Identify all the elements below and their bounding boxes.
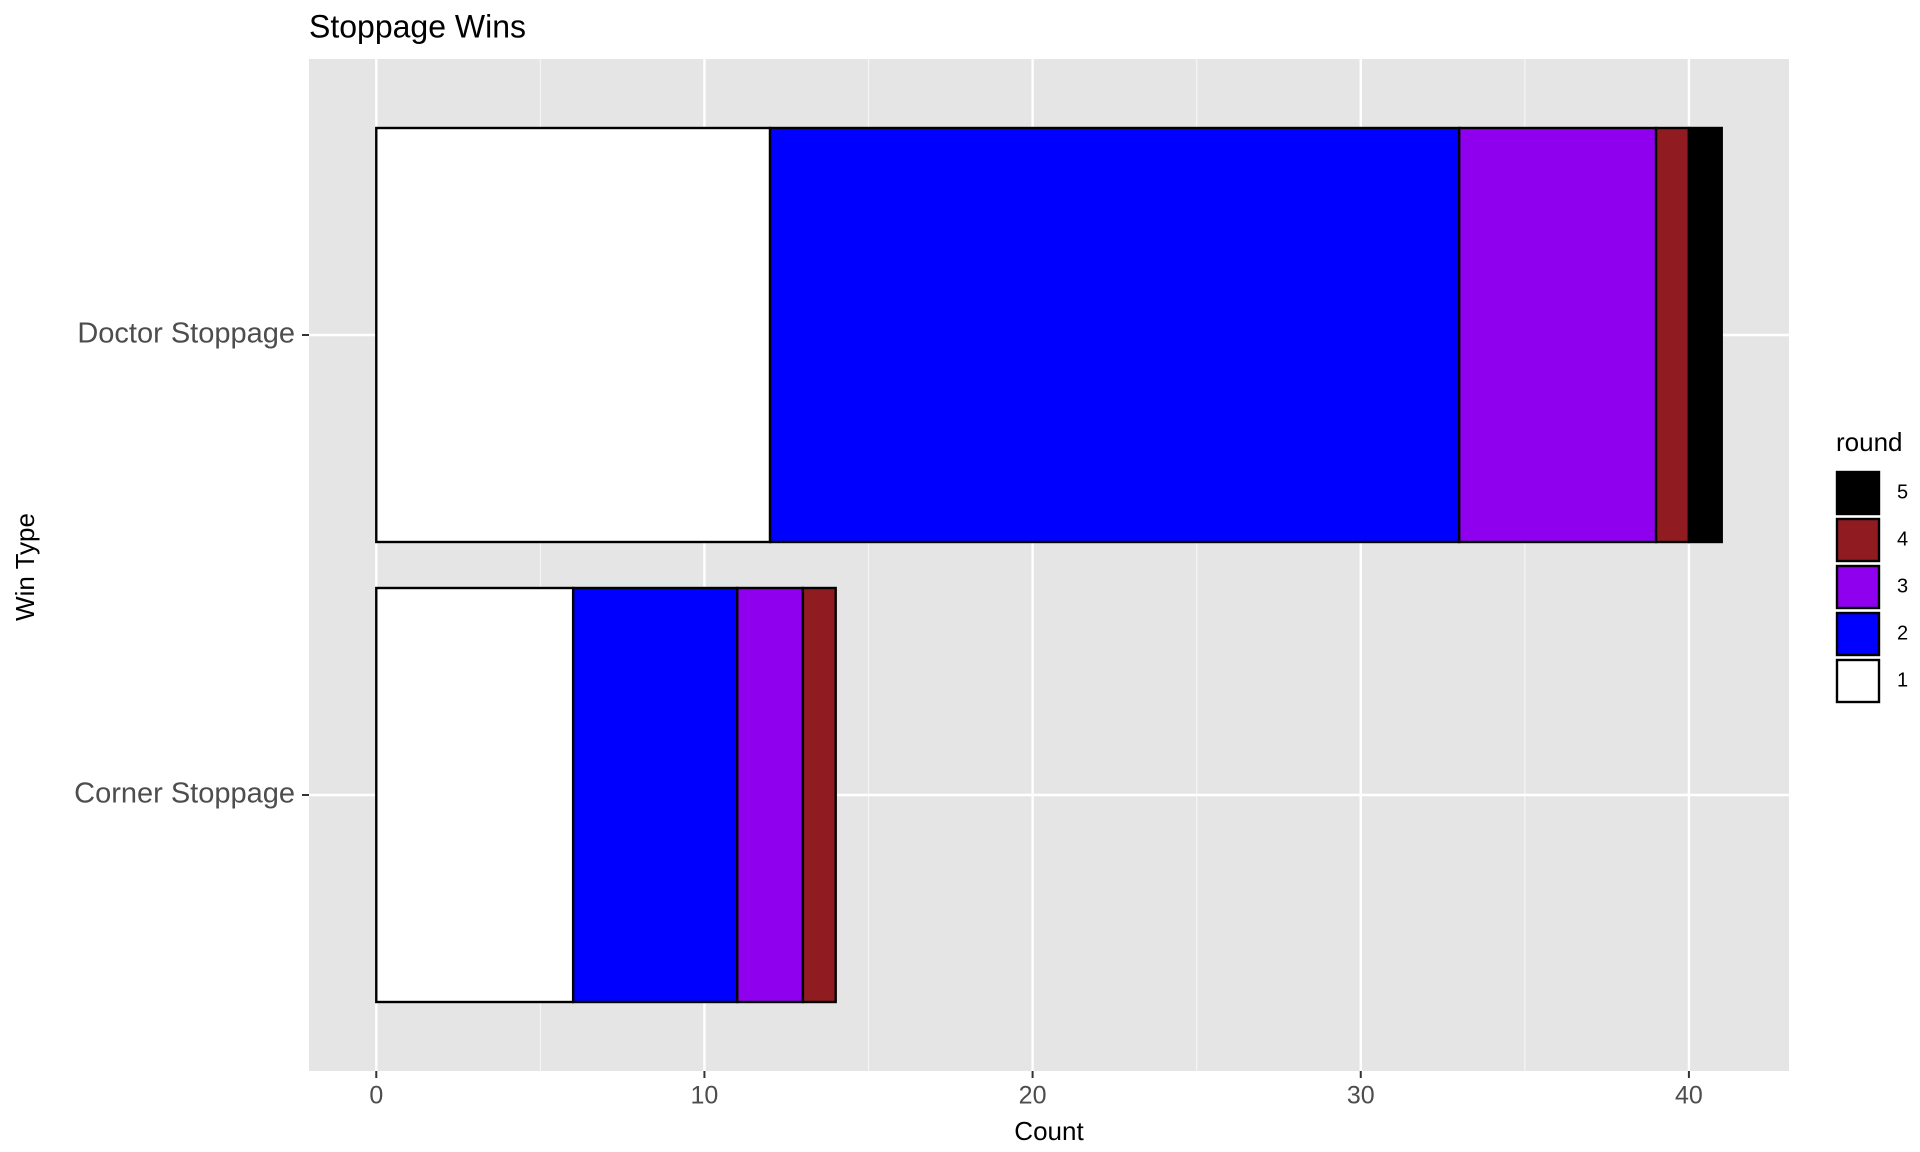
bar-segment bbox=[801, 586, 837, 1004]
legend-label: 2 bbox=[1897, 622, 1908, 644]
legend-label: 3 bbox=[1897, 575, 1908, 597]
legend-label: 1 bbox=[1897, 669, 1908, 691]
x-tick-label: 0 bbox=[369, 1082, 383, 1110]
x-tick-label: 10 bbox=[691, 1082, 719, 1110]
bar-segment bbox=[736, 586, 805, 1004]
bar-segment bbox=[1687, 126, 1723, 544]
bar-segment bbox=[375, 586, 575, 1004]
bar-segment bbox=[571, 586, 739, 1004]
bar-segment bbox=[1654, 126, 1691, 544]
bar-segment bbox=[768, 126, 1461, 544]
legend-swatch bbox=[1835, 658, 1881, 704]
legend-title: round bbox=[1836, 427, 1903, 457]
legend-swatch bbox=[1835, 517, 1881, 563]
legend-label: 5 bbox=[1897, 481, 1908, 503]
x-tick-label: 30 bbox=[1347, 1082, 1375, 1110]
legend-swatch bbox=[1835, 470, 1881, 516]
legend-swatch bbox=[1835, 611, 1881, 657]
chart-title: Stoppage Wins bbox=[309, 8, 526, 44]
y-tick-label: Doctor Stoppage bbox=[77, 318, 295, 350]
bar-segment bbox=[375, 126, 772, 544]
y-tick-label: Corner Stoppage bbox=[74, 778, 295, 810]
x-axis-title: Count bbox=[1014, 1116, 1084, 1146]
legend-label: 4 bbox=[1897, 528, 1908, 550]
x-tick-label: 20 bbox=[1019, 1082, 1047, 1110]
x-tick-label: 40 bbox=[1675, 1082, 1703, 1110]
bar-segment bbox=[1457, 126, 1658, 544]
y-axis-title: Win Type bbox=[10, 513, 40, 621]
legend-swatch bbox=[1835, 564, 1881, 610]
